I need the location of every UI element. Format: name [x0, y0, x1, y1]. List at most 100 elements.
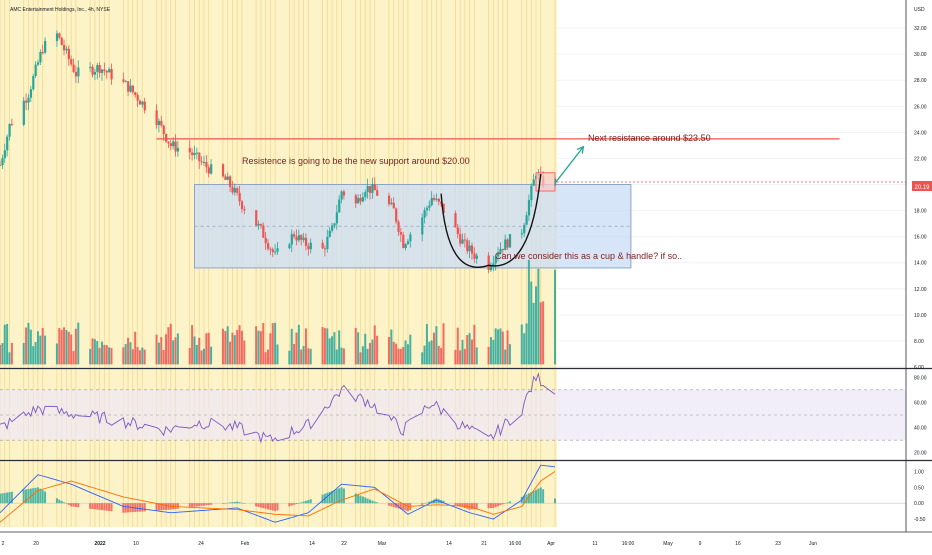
macd-histogram-bar: [231, 502, 234, 504]
candle-body: [368, 186, 372, 193]
macd-histogram-bar: [454, 503, 457, 505]
macd-histogram-bar: [6, 492, 9, 504]
macd-histogram-bar: [364, 497, 367, 504]
volume-bar: [470, 339, 473, 365]
macd-histogram-bar: [205, 503, 208, 506]
annotations-layer: AMC Entertainment Holdings, Inc., 4h, NY…: [10, 7, 932, 261]
volume-bar: [262, 323, 265, 365]
volume-bar: [105, 345, 108, 365]
breakout-arrow-head: [576, 145, 585, 154]
volume-bar: [224, 330, 227, 365]
volume-bar: [25, 327, 28, 365]
time-tick-label: 16:00: [509, 541, 522, 547]
volume-bar: [395, 343, 398, 365]
volume-bar: [229, 341, 232, 365]
volume-bar: [72, 351, 75, 365]
volume-bar: [3, 324, 6, 365]
macd-histogram-bar: [406, 503, 409, 512]
volume-bar: [198, 337, 201, 365]
candle-body: [295, 236, 298, 241]
volume-bar: [169, 323, 172, 365]
candle-body: [202, 162, 206, 164]
macd-histogram-bar: [72, 503, 75, 507]
candle-body: [468, 245, 471, 252]
macd-histogram-bar: [463, 503, 466, 508]
time-tick-label: 23: [775, 541, 781, 547]
macd-histogram-bar: [290, 503, 293, 506]
candle-body: [293, 234, 296, 237]
candle-body: [335, 212, 338, 224]
macd-histogram-bar: [492, 503, 495, 508]
macd-histogram-bar: [198, 503, 201, 507]
volume-bar: [304, 328, 307, 365]
time-tick-label: 21: [481, 541, 487, 547]
price-pane[interactable]: [0, 30, 906, 365]
price-scale-background: [906, 0, 932, 550]
macd-signal-line: [0, 471, 556, 523]
macd-histogram-bar: [22, 489, 25, 504]
volume-bar: [535, 286, 538, 365]
volume-bar: [423, 345, 426, 365]
macd-pane[interactable]: [0, 464, 906, 523]
candle-body: [136, 95, 139, 101]
candle-body: [288, 244, 291, 249]
macd-histogram-bar: [138, 503, 141, 512]
macd-histogram-bar: [395, 503, 398, 508]
macd-histogram-bar: [264, 503, 267, 509]
volume-bar: [354, 327, 357, 365]
rsi-tick-label: 80.00: [914, 375, 927, 381]
candle-body: [376, 190, 379, 196]
annotation-cup-question: Can we consider this as a cup & handle? …: [495, 251, 682, 261]
candle-body: [191, 152, 194, 156]
macd-histogram-bar: [207, 503, 210, 506]
price-tick-label: 10.00: [914, 313, 927, 319]
macd-histogram-bar: [55, 498, 58, 504]
macd-histogram-bar: [105, 503, 108, 511]
candle-body: [470, 245, 474, 254]
candle-body: [224, 176, 227, 180]
volume-bar: [193, 336, 196, 365]
volume-bar: [100, 341, 103, 365]
volume-bar: [165, 334, 168, 365]
candle-body: [406, 241, 410, 245]
macd-histogram-bar: [10, 491, 13, 504]
volume-bar: [399, 348, 402, 365]
volume-bar: [74, 328, 77, 365]
candle-body: [373, 184, 376, 191]
candle-body: [259, 224, 263, 226]
volume-bar: [331, 336, 334, 365]
macd-histogram-bar: [67, 503, 70, 506]
volume-bar: [433, 332, 436, 365]
last-price-badge: [912, 181, 932, 191]
candle-body: [497, 252, 500, 257]
macd-histogram-bar: [259, 503, 262, 508]
volume-bar: [321, 327, 324, 365]
volume-bar: [402, 347, 405, 365]
volume-bar: [221, 328, 224, 365]
macd-histogram-bar: [276, 503, 279, 511]
macd-histogram-bar: [267, 503, 270, 510]
candle-body: [271, 249, 274, 252]
macd-tick-label: 1.00: [914, 470, 924, 476]
macd-histogram-bar: [423, 503, 426, 504]
macd-histogram-bar: [333, 490, 336, 504]
rsi-pane[interactable]: [0, 371, 906, 444]
volume-bar: [122, 347, 125, 365]
macd-histogram-bar: [124, 503, 127, 513]
candle-body: [155, 110, 158, 126]
candle-body: [494, 256, 497, 264]
rsi-tick-label: 20.00: [914, 451, 927, 457]
macd-histogram-bar: [238, 502, 241, 504]
volume-bar: [157, 342, 160, 365]
volume-bar: [60, 329, 63, 365]
candle-body: [6, 136, 9, 151]
volume-bar: [264, 352, 267, 365]
macd-histogram-bar: [136, 503, 139, 512]
candle-body: [93, 71, 97, 75]
candle-body: [409, 234, 412, 242]
volume-bar: [22, 342, 25, 365]
macd-histogram-bar: [271, 503, 274, 511]
macd-histogram-bar: [200, 503, 203, 506]
candle-body: [428, 205, 431, 208]
